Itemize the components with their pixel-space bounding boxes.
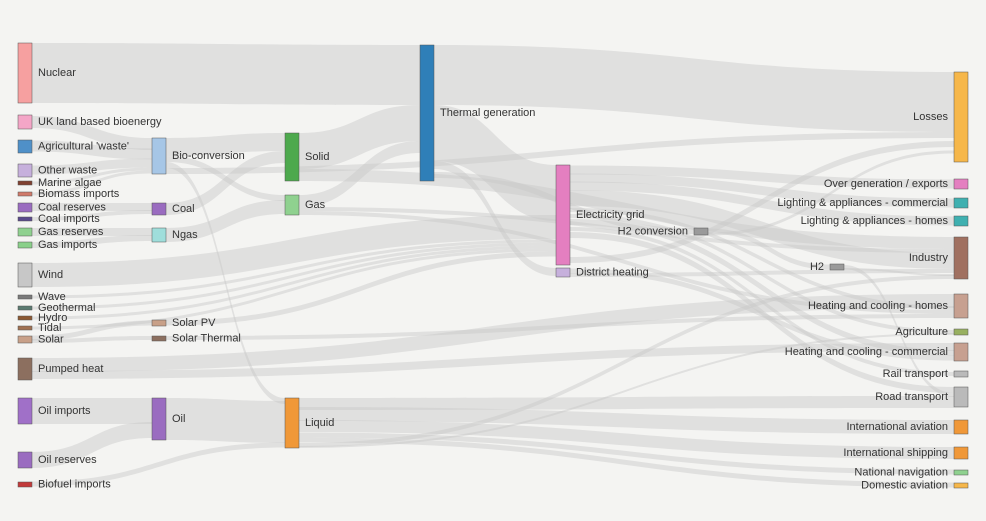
sankey-node-label: H2 [810, 261, 824, 273]
sankey-node-label: Thermal generation [440, 107, 535, 119]
sankey-node-geothermal[interactable] [18, 306, 32, 310]
sankey-node-solar[interactable] [18, 336, 32, 343]
sankey-node-label: Wind [38, 269, 63, 281]
sankey-node-wind[interactable] [18, 263, 32, 287]
sankey-node-bio_conversion[interactable] [152, 138, 166, 174]
sankey-node-label: Agricultural 'waste' [38, 140, 129, 152]
sankey-node-label: Solar Thermal [172, 332, 241, 344]
sankey-node-solar_thermal[interactable] [152, 336, 166, 341]
sankey-node-oil[interactable] [152, 398, 166, 440]
sankey-node-label: Ngas [172, 229, 198, 241]
sankey-node-industry[interactable] [954, 237, 968, 279]
sankey-node-label: Rail transport [883, 368, 948, 380]
sankey-node-nuclear[interactable] [18, 43, 32, 103]
sankey-node-thermal_gen[interactable] [420, 45, 434, 181]
sankey-node-label: Gas reserves [38, 226, 104, 238]
sankey-node-label: Oil reserves [38, 454, 97, 466]
sankey-node-label: District heating [576, 266, 649, 278]
sankey-link [434, 45, 954, 132]
sankey-node-coal_reserves[interactable] [18, 203, 32, 212]
sankey-node-label: Gas [305, 199, 326, 211]
sankey-node-label: Heating and cooling - homes [808, 300, 949, 312]
sankey-node-label: Electricity grid [576, 209, 644, 221]
sankey-node-light_comm[interactable] [954, 198, 968, 208]
sankey-node-label: Solar PV [172, 317, 216, 329]
sankey-diagram: Nuclear UK land based bioenergy Agricultur… [0, 0, 986, 521]
sankey-node-label: Losses [913, 111, 948, 123]
sankey-node-nat_nav[interactable] [954, 470, 968, 475]
sankey-node-uk_bioenergy[interactable] [18, 115, 32, 129]
sankey-node-label: Gas imports [38, 239, 98, 251]
sankey-node-solar_pv[interactable] [152, 320, 166, 326]
sankey-node-coal[interactable] [152, 203, 166, 215]
sankey-node-label: Road transport [875, 391, 948, 403]
sankey-node-wave[interactable] [18, 295, 32, 299]
sankey-node-solid[interactable] [285, 133, 299, 181]
sankey-node-label: National navigation [854, 466, 948, 478]
sankey-node-intl_shipping[interactable] [954, 447, 968, 459]
sankey-node-label: Lighting & appliances - homes [801, 215, 949, 227]
sankey-node-biomass_imports[interactable] [18, 192, 32, 196]
sankey-node-losses[interactable] [954, 72, 968, 162]
sankey-node-label: Other waste [38, 164, 97, 176]
sankey-node-label: Oil imports [38, 405, 91, 417]
sankey-node-label: Bio-conversion [172, 150, 245, 162]
sankey-link [32, 43, 420, 105]
sankey-node-label: Lighting & appliances - commercial [777, 197, 948, 209]
sankey-node-dom_aviation[interactable] [954, 483, 968, 488]
sankey-node-light_homes[interactable] [954, 216, 968, 226]
sankey-node-label: Biofuel imports [38, 478, 111, 490]
sankey-node-label: Coal reserves [38, 201, 106, 213]
sankey-node-ngas[interactable] [152, 228, 166, 242]
sankey-node-label: Heating and cooling - commercial [785, 346, 948, 358]
sankey-node-label: Over generation / exports [824, 178, 949, 190]
sankey-link [434, 105, 556, 221]
sankey-node-label: Coal imports [38, 213, 100, 225]
sankey-node-label: Industry [909, 252, 949, 264]
sankey-node-gas_reserves[interactable] [18, 228, 32, 236]
sankey-node-over_gen[interactable] [954, 179, 968, 189]
sankey-node-label: Solid [305, 151, 329, 163]
sankey-node-oil_reserves[interactable] [18, 452, 32, 468]
sankey-node-road[interactable] [954, 387, 968, 407]
sankey-node-heat_comm[interactable] [954, 343, 968, 361]
sankey-node-label: Tidal [38, 322, 61, 334]
sankey-node-marine_algae[interactable] [18, 181, 32, 185]
sankey-node-coal_imports[interactable] [18, 217, 32, 221]
sankey-node-label: Pumped heat [38, 363, 103, 375]
sankey-node-label: Liquid [305, 417, 334, 429]
sankey-node-label: UK land based bioenergy [38, 116, 162, 128]
sankey-node-rail[interactable] [954, 371, 968, 377]
sankey-node-district_heating[interactable] [556, 268, 570, 277]
sankey-node-label: Solar [38, 333, 64, 345]
sankey-node-other_waste[interactable] [18, 164, 32, 177]
sankey-node-agri_waste[interactable] [18, 140, 32, 153]
sankey-node-label: Agriculture [895, 326, 948, 338]
sankey-node-label: Biomass imports [38, 188, 120, 200]
sankey-node-tidal[interactable] [18, 326, 32, 330]
sankey-node-label: Domestic aviation [861, 479, 948, 491]
sankey-node-h2_conversion[interactable] [694, 228, 708, 235]
sankey-node-pumped_heat[interactable] [18, 358, 32, 380]
sankey-node-label: H2 conversion [618, 225, 688, 237]
sankey-node-biofuel_imports[interactable] [18, 482, 32, 487]
sankey-node-gas_imports[interactable] [18, 242, 32, 248]
sankey-node-h2[interactable] [830, 264, 844, 270]
sankey-node-label: Coal [172, 203, 195, 215]
sankey-node-label: International shipping [843, 447, 948, 459]
sankey-node-label: Oil [172, 413, 185, 425]
sankey-node-agriculture[interactable] [954, 329, 968, 335]
sankey-node-electricity_grid[interactable] [556, 165, 570, 265]
sankey-node-label: International aviation [846, 421, 948, 433]
sankey-node-gas[interactable] [285, 195, 299, 215]
sankey-node-heat_homes[interactable] [954, 294, 968, 318]
sankey-node-liquid[interactable] [285, 398, 299, 448]
sankey-node-intl_aviation[interactable] [954, 420, 968, 434]
sankey-node-label: Nuclear [38, 67, 76, 79]
sankey-node-hydro[interactable] [18, 316, 32, 320]
sankey-node-oil_imports[interactable] [18, 398, 32, 424]
